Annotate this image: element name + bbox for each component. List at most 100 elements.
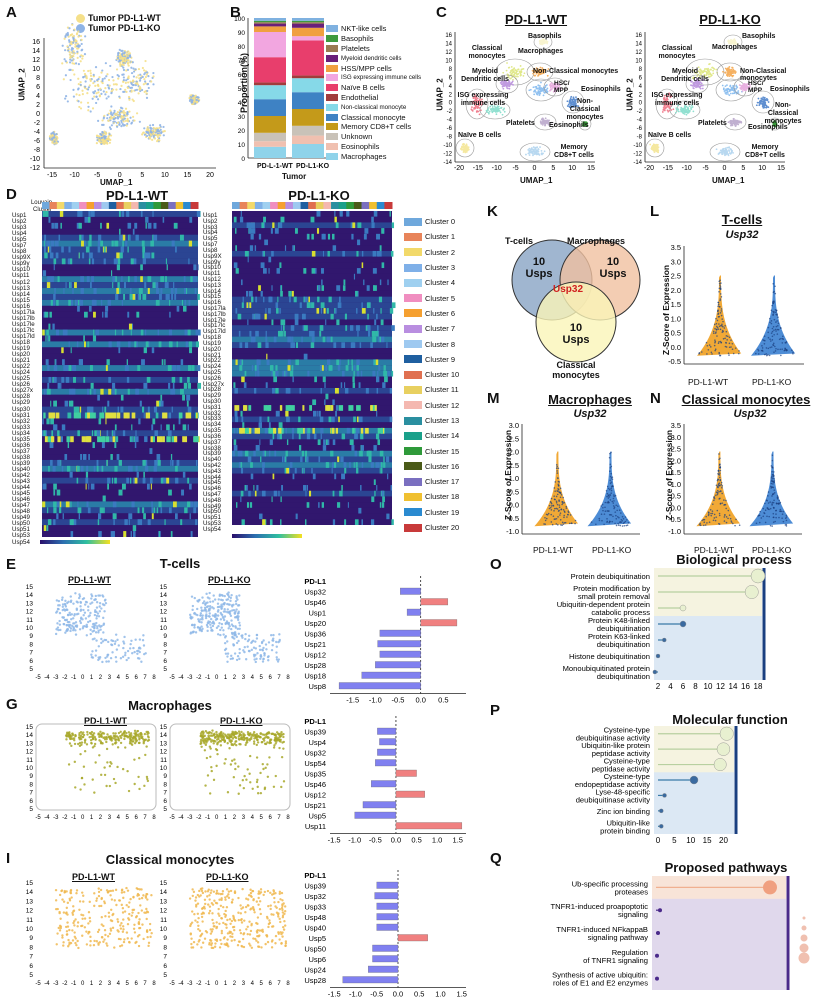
umap-point: [539, 40, 542, 42]
umap-point: [520, 68, 523, 71]
x-tick-label: -15: [473, 165, 483, 172]
umap-point: [666, 105, 669, 108]
umap-point: [534, 89, 537, 92]
legend-swatch: [326, 133, 338, 141]
umap-point: [534, 70, 537, 73]
heatmap-cell: [383, 462, 386, 468]
heatmap-gene-label: Usp46: [12, 496, 30, 504]
heatmap-cell: [116, 252, 121, 259]
heatmap-cell: [80, 465, 84, 472]
umap-point: [122, 78, 125, 82]
umap-point: [684, 108, 687, 111]
umap-point: [144, 59, 147, 63]
violin-point: [767, 347, 770, 350]
heatmap-cell: [112, 436, 116, 443]
stack-segment: [292, 135, 324, 144]
heatmap-cell: [239, 450, 243, 457]
heatmap-cell: [237, 450, 240, 457]
heatmap-gene-label: Usp17la: [12, 308, 35, 316]
heatmap-cell: [171, 406, 173, 413]
heatmap-cell: [294, 228, 298, 234]
umap-point: [82, 76, 85, 79]
violin-point: [706, 353, 708, 355]
heatmap-cell: [68, 365, 72, 372]
heatmap-cell: [123, 531, 127, 537]
cluster-swatch: [404, 385, 422, 394]
y-tick-label: 2.0: [671, 286, 681, 295]
heatmap-cell: [326, 359, 331, 366]
umap-point: [738, 84, 741, 86]
heatmap-cell: [123, 282, 127, 289]
umap-point: [495, 113, 498, 116]
violin-point: [714, 349, 717, 352]
heatmap-cell: [246, 502, 250, 508]
heatmap-cell: [57, 382, 61, 389]
umap-point: [661, 111, 664, 113]
heatmap-cell: [66, 465, 71, 472]
heatmap-gene-label: Usp43: [12, 478, 30, 486]
umap-point: [536, 68, 539, 70]
umap-point: [106, 113, 109, 117]
umap-point: [566, 100, 569, 103]
heatmap-cell: [345, 325, 348, 331]
heatmap-cell: [254, 387, 257, 394]
heatmap-cell: [244, 485, 246, 491]
heatmap-cell: [101, 465, 104, 472]
heatmap-cell: [332, 233, 335, 240]
heatmap-cell: [112, 501, 117, 508]
x-tick-label: -5: [512, 165, 518, 172]
heatmap-cell: [334, 473, 337, 480]
heatmap-gene-label: Usp27x: [203, 380, 224, 388]
heatmap-cell: [91, 430, 94, 437]
heatmap-cell: [174, 436, 178, 443]
cluster-bar-segment: [108, 202, 117, 209]
heatmap-cell: [264, 239, 269, 246]
heatmap-cell: [44, 240, 46, 247]
heatmap-cell: [182, 424, 187, 431]
umap-point: [668, 94, 671, 96]
umap-point: [728, 40, 731, 43]
umap-point: [502, 87, 505, 90]
umap-point: [677, 110, 679, 112]
annot-basophils: Basophils: [528, 33, 562, 40]
cluster-swatch: [404, 447, 422, 456]
y-tick-label: 0: [449, 101, 453, 107]
umap-point: [134, 84, 138, 87]
umap-point: [570, 101, 572, 103]
umap-point: [116, 125, 119, 128]
heatmap-cell: [54, 240, 59, 247]
heatmap-cell: [373, 308, 375, 314]
umap-point: [99, 141, 102, 144]
cluster-legend-item: Cluster 12: [404, 398, 464, 413]
umap-point: [55, 133, 58, 136]
umap-point: [506, 87, 509, 89]
umap-point: [124, 107, 128, 110]
heatmap-cell: [275, 370, 279, 377]
heatmap-cell: [340, 382, 343, 388]
heatmap-cell: [269, 296, 273, 303]
heatmap-cell: [133, 436, 136, 443]
violin-point: [731, 342, 734, 345]
umap-point: [127, 56, 130, 59]
umap-point: [697, 80, 700, 83]
umap-point: [76, 56, 79, 59]
heatmap-cell: [354, 519, 359, 525]
heatmap-cell: [86, 465, 89, 472]
umap-point: [730, 41, 733, 44]
heatmap-cell: [88, 211, 91, 217]
violin-point: [767, 336, 770, 339]
umap-point: [761, 98, 764, 101]
y-tick-label: -12: [633, 152, 642, 158]
legend-label: Unknown: [341, 132, 373, 142]
umap-point: [536, 92, 539, 95]
umap-point: [144, 75, 148, 79]
umap-point: [745, 84, 748, 87]
violin-point: [773, 329, 775, 331]
y-tick-label: 30: [238, 114, 246, 121]
umap-point: [696, 75, 699, 77]
legend-swatch: [326, 93, 338, 101]
heatmap-cell: [155, 299, 160, 306]
umap-point: [543, 69, 546, 72]
legend-item: Platelets: [326, 44, 436, 54]
heatmap-cell: [53, 489, 56, 496]
